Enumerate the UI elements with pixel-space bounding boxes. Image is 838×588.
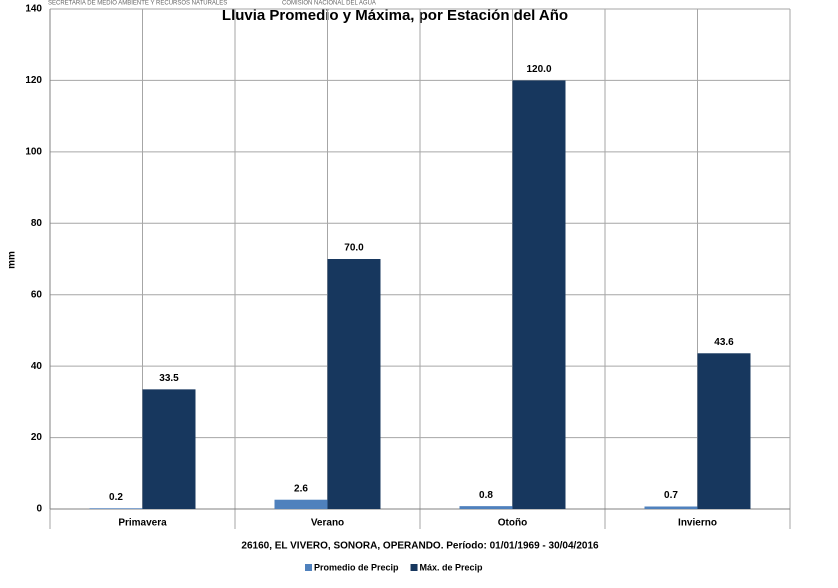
bar [644,506,698,509]
data-label: 0.7 [664,490,678,501]
x-axis-label: 26160, EL VIVERO, SONORA, OPERANDO. Perí… [241,541,599,552]
legend-label: Promedio de Precip [314,562,399,572]
data-label: 70.0 [344,243,364,254]
x-tick-label: Invierno [678,518,717,529]
data-label: 43.6 [714,337,734,348]
y-tick-label: 140 [25,4,42,15]
bar [142,389,196,509]
x-tick-label: Verano [311,518,344,529]
legend-label: Máx. de Precip [420,562,484,572]
chart-title: Lluvia Promedio y Máxima, por Estación d… [222,7,568,24]
x-tick-label: Otoño [498,518,527,529]
bar [697,353,751,509]
data-label: 0.8 [479,490,493,501]
y-tick-label: 120 [25,75,42,86]
data-label: 120.0 [526,64,551,75]
y-tick-label: 0 [36,504,42,515]
data-label: 2.6 [294,483,308,494]
agency-name: SECRETARÍA DE MEDIO AMBIENTE Y RECURSOS … [48,0,227,7]
bar [89,508,143,509]
y-tick-label: 20 [31,432,43,443]
x-tick-label: Primavera [118,518,167,529]
y-tick-label: 100 [25,146,42,157]
data-label: 0.2 [109,492,123,503]
legend-swatch [305,564,312,571]
legend-swatch [410,564,418,571]
bar [459,506,513,509]
data-label: 33.5 [159,373,179,384]
y-tick-label: 40 [31,361,43,372]
y-tick-label: 80 [31,218,43,229]
y-axis-label: mm [7,251,18,269]
agency-name: COMISIÓN NACIONAL DEL AGUA [282,0,376,7]
bar [512,80,566,509]
bar [274,499,328,509]
bar [327,259,381,509]
y-tick-label: 60 [31,289,43,300]
